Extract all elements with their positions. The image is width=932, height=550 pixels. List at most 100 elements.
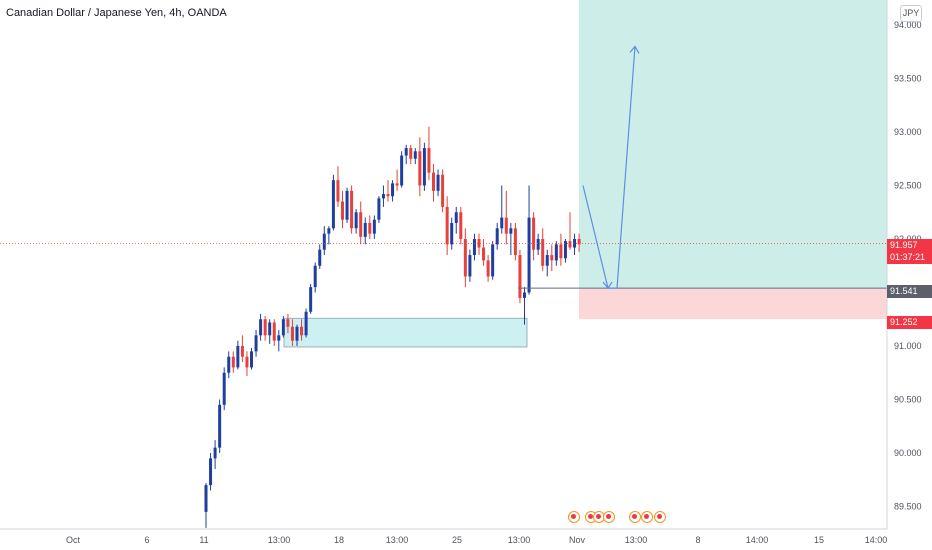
candle: [222, 367, 226, 411]
candle: [277, 329, 281, 352]
candle-body: [250, 351, 253, 368]
candle-body: [272, 322, 276, 341]
candle: [509, 222, 513, 256]
candle: [295, 324, 299, 346]
candle-body: [513, 228, 517, 256]
y-tick-label: 94.000: [894, 20, 922, 30]
candle-body: [568, 241, 572, 248]
candle: [554, 241, 558, 266]
projection-arrowhead: [602, 281, 613, 290]
candle: [318, 244, 322, 269]
candle-body: [227, 356, 231, 373]
candle: [345, 187, 349, 223]
candle-body: [554, 244, 558, 261]
candle: [386, 180, 390, 202]
currency-button[interactable]: JPY: [900, 5, 922, 22]
candle: [450, 217, 454, 250]
candle-body: [563, 241, 567, 259]
candle-body: [245, 356, 249, 368]
candle: [391, 180, 395, 202]
candle-body: [300, 326, 304, 336]
candle: [341, 190, 344, 229]
candles-layer: [204, 126, 581, 528]
candle: [418, 137, 422, 197]
candle-body: [286, 319, 290, 327]
candle: [545, 249, 549, 277]
candle-body: [304, 311, 308, 336]
candle: [281, 316, 285, 338]
candle-body: [318, 249, 322, 266]
candle: [377, 196, 381, 223]
candle: [459, 206, 463, 245]
candle-body: [331, 180, 335, 229]
y-tick-label: 90.000: [894, 448, 922, 458]
candle: [227, 351, 231, 379]
candle-body: [577, 239, 581, 245]
candle-body: [336, 180, 340, 202]
candle: [336, 166, 340, 207]
candle: [236, 340, 240, 370]
candle-body: [213, 447, 217, 459]
candle: [254, 329, 258, 357]
candle: [272, 319, 276, 346]
candle: [536, 233, 540, 256]
candle: [381, 185, 385, 207]
candle-body: [463, 239, 467, 277]
x-tick-label: 25: [452, 535, 462, 545]
candle-body: [222, 372, 226, 405]
candle-body: [454, 212, 458, 223]
candle: [413, 148, 417, 165]
candle-body: [413, 151, 417, 159]
x-tick-label: 13:00: [386, 535, 409, 545]
candle: [541, 228, 545, 272]
candle: [472, 233, 476, 261]
current-price-tag: 91.957: [887, 239, 932, 252]
candle-body: [536, 239, 540, 250]
x-tick-label: 15: [814, 535, 824, 545]
candle-body: [354, 212, 358, 229]
x-tick-label: 11: [199, 535, 208, 545]
candle-body: [313, 265, 317, 288]
candle: [327, 226, 331, 245]
candle: [300, 319, 304, 341]
candle-body: [532, 217, 536, 250]
candle-body: [523, 292, 526, 298]
x-tick-label: 14:00: [865, 535, 888, 545]
candle-body: [422, 148, 426, 186]
candle: [363, 217, 367, 245]
x-tick-label: 8: [695, 535, 700, 545]
economic-event-icon[interactable]: [568, 511, 580, 523]
candle-body: [254, 335, 258, 352]
candle: [532, 212, 536, 261]
candle-body: [372, 219, 376, 234]
demand-zone: [283, 317, 528, 348]
y-tick-label: 91.000: [894, 341, 922, 351]
candle: [573, 233, 577, 256]
x-tick-label: 6: [144, 535, 149, 545]
candle-body: [309, 287, 313, 312]
candle-body: [240, 346, 244, 357]
x-tick-label: Nov: [569, 535, 586, 545]
economic-event-icon[interactable]: [654, 511, 666, 523]
candle: [268, 319, 272, 344]
economic-event-icon[interactable]: [641, 511, 653, 523]
candle-body: [400, 155, 404, 186]
candle-body: [518, 255, 522, 298]
economic-event-icon[interactable]: [629, 511, 641, 523]
candle: [436, 169, 440, 197]
y-tick-label: 93.000: [894, 127, 922, 137]
economic-event-icon[interactable]: [603, 511, 615, 523]
candle: [354, 209, 358, 234]
candle-body: [236, 346, 240, 368]
candle-body: [368, 222, 372, 234]
candle-body: [409, 148, 413, 159]
candle: [577, 233, 581, 252]
candle: [245, 351, 249, 376]
candle: [404, 144, 408, 165]
candle-body: [436, 174, 440, 191]
candle: [409, 144, 413, 165]
candle: [559, 233, 563, 266]
target-zone: [579, 0, 887, 289]
candle: [400, 151, 404, 188]
